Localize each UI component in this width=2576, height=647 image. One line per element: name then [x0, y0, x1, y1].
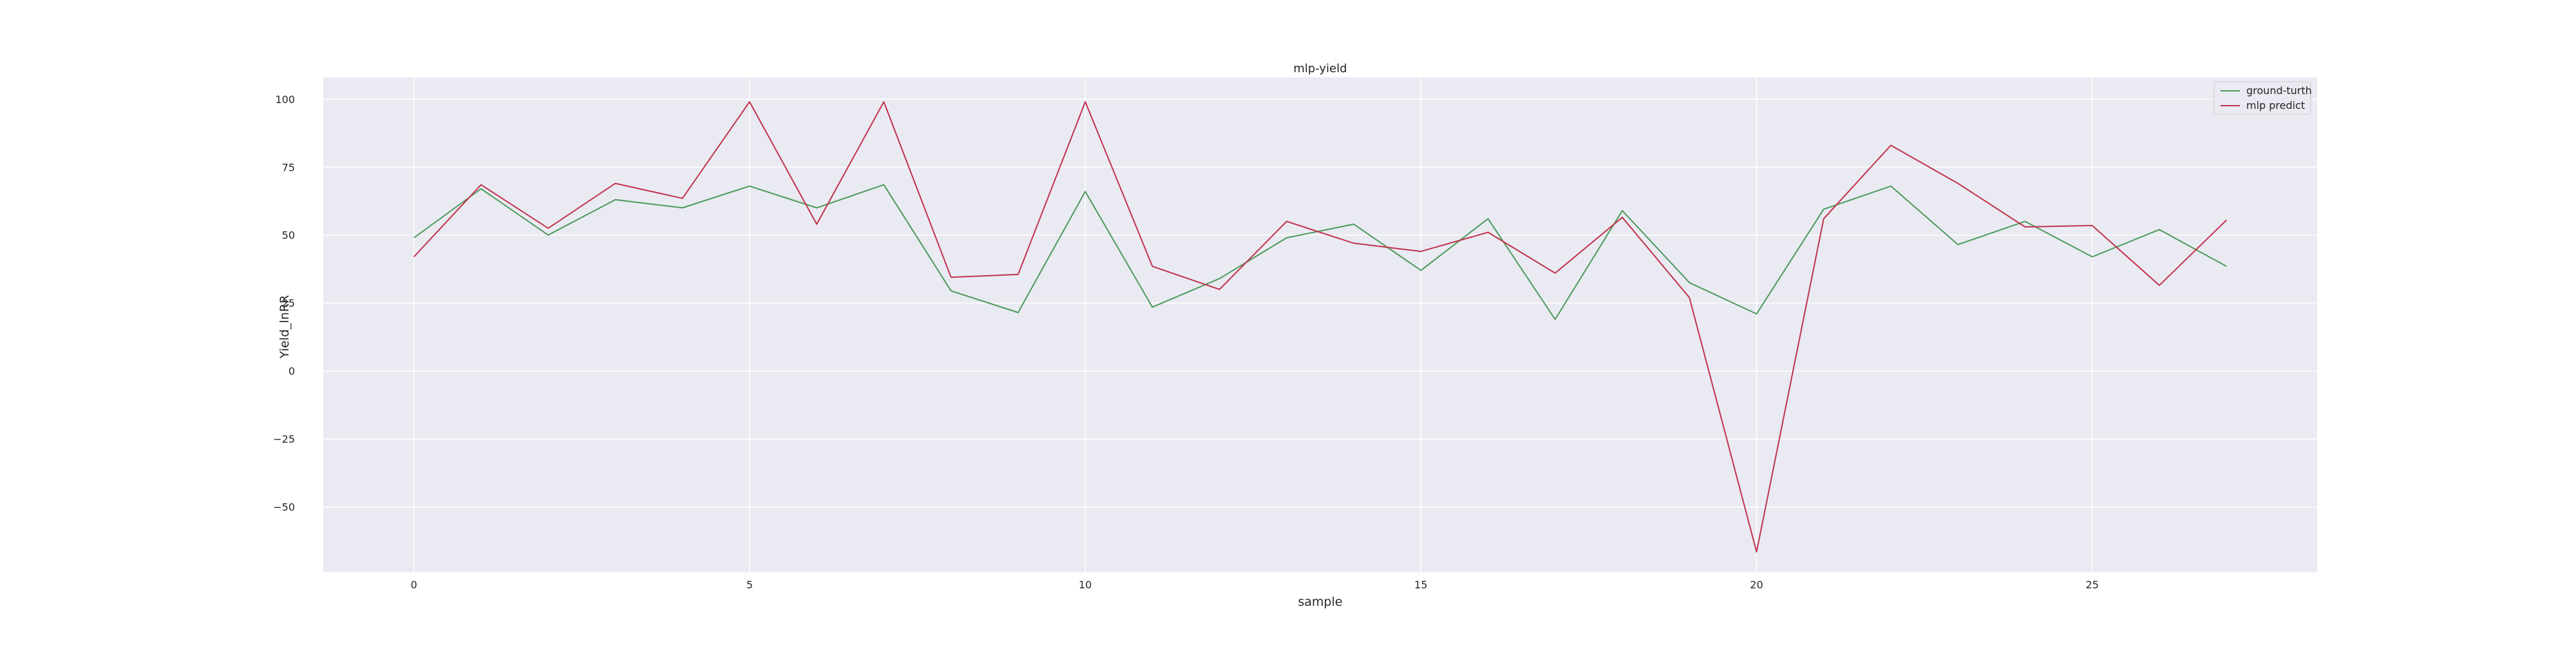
x-tick-label: 20 [1750, 579, 1763, 591]
x-tick-label: 5 [746, 579, 753, 591]
legend: ground-turth mlp predict [2213, 81, 2312, 115]
y-axis-label: Yield_lnRR [278, 295, 292, 359]
x-tick-label: 15 [1414, 579, 1427, 591]
y-tick-label: 75 [282, 161, 295, 173]
chart-title: mlp-yield [1293, 62, 1347, 75]
series-line-1 [413, 184, 2227, 320]
series-lines [413, 101, 2227, 553]
x-axis-label: sample [1298, 595, 1342, 609]
x-tick-label: 0 [411, 579, 417, 591]
x-tick-label: 25 [2086, 579, 2099, 591]
y-tick-label: 25 [282, 297, 295, 309]
legend-label: ground-turth [2246, 84, 2312, 97]
x-tick-label: 10 [1079, 579, 1092, 591]
y-tick-label: −50 [273, 501, 295, 514]
y-tick-label: −25 [273, 433, 295, 445]
series-line-2 [413, 101, 2227, 553]
y-tick-label: 0 [289, 365, 295, 378]
axis-ticks: 0 5 10 15 20 25 −50 −25 0 25 50 75 100 [273, 93, 2099, 591]
plot-area [323, 77, 2317, 572]
grid [323, 77, 2317, 572]
legend-label: mlp predict [2246, 99, 2305, 111]
y-tick-label: 50 [282, 229, 295, 242]
y-tick-label: 100 [275, 93, 295, 106]
